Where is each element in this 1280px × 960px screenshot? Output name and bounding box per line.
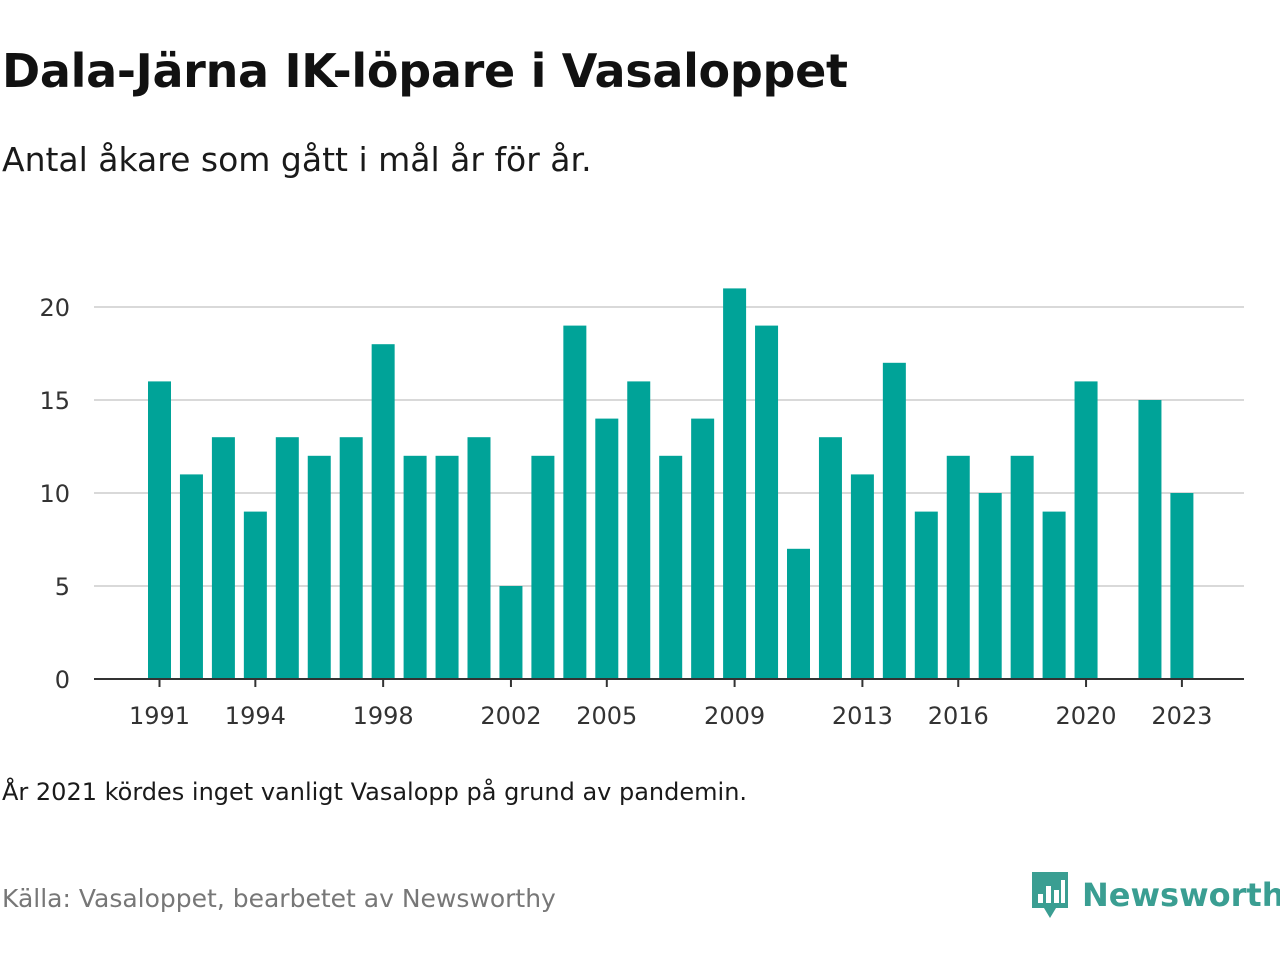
chart-subtitle: Antal åkare som gått i mål år för år. [2,140,592,179]
bar-1992 [179,474,203,679]
newsworthy-logo: Newsworthy [1030,870,1280,920]
x-tick-label-1998: 1998 [353,702,414,730]
bar-2017 [978,493,1002,679]
x-tick-labels: 1991 1994 1998 2002 2005 2009 2013 2016 2020 2023 [129,702,1212,730]
bar-2001 [467,437,491,679]
bar-2008 [691,418,715,679]
y-tick-label-20: 20 [39,294,70,322]
x-tick-label-2023: 2023 [1151,702,1212,730]
x-tick-label-2009: 2009 [704,702,765,730]
x-axis [94,678,1244,687]
bar-1995 [275,437,299,679]
bar-2013 [850,474,874,679]
x-tick-label-2020: 2020 [1056,702,1117,730]
bar-2006 [627,381,651,679]
bar-2005 [595,418,619,679]
bar-2014 [882,362,906,679]
y-tick-label-10: 10 [39,480,70,508]
bar-2010 [755,325,779,679]
bar-2004 [563,325,587,679]
newsworthy-logo-icon [1032,872,1068,918]
chart-title: Dala-Järna IK-löpare i Vasaloppet [2,44,848,98]
y-tick-labels: 0 5 10 15 20 [39,294,70,694]
bar-2002 [499,586,523,679]
y-tick-label-0: 0 [55,666,70,694]
x-tick-label-2005: 2005 [576,702,637,730]
bar-2000 [435,455,459,679]
x-tick-label-2016: 2016 [928,702,989,730]
bar-2003 [531,455,555,679]
bar-1996 [307,455,331,679]
bar-2016 [946,455,970,679]
brand-name: Newsworthy [1082,876,1280,914]
x-tick-label-1991: 1991 [129,702,190,730]
bar-1994 [243,511,267,679]
bar-1999 [403,455,427,679]
y-tick-label-15: 15 [39,387,70,415]
bar-2007 [659,455,683,679]
bar-2018 [1010,455,1034,679]
bar-2011 [787,548,810,679]
bar-2015 [914,511,938,679]
bar-2009 [723,288,747,679]
bar-chart: 0 5 10 15 20 1991 1994 1998 2002 2005 2009 2013 201… [39,288,1244,730]
y-tick-label-5: 5 [55,573,70,601]
bar-2022 [1138,400,1162,679]
bar-2020 [1074,381,1098,679]
x-tick-label-2013: 2013 [832,702,893,730]
source-credit: Källa: Vasaloppet, bearbetet av Newswort… [2,884,556,913]
bar-1993 [211,437,235,679]
bar-1998 [371,344,395,679]
bar-2012 [818,437,842,679]
x-tick-label-2002: 2002 [480,702,541,730]
footnote: År 2021 kördes inget vanligt Vasalopp på… [2,778,748,806]
bar-1991 [148,381,171,679]
bar-2023 [1170,493,1194,679]
bar-2019 [1042,511,1066,679]
bar-1997 [339,437,363,679]
x-tick-label-1994: 1994 [225,702,286,730]
bars [148,288,1194,679]
